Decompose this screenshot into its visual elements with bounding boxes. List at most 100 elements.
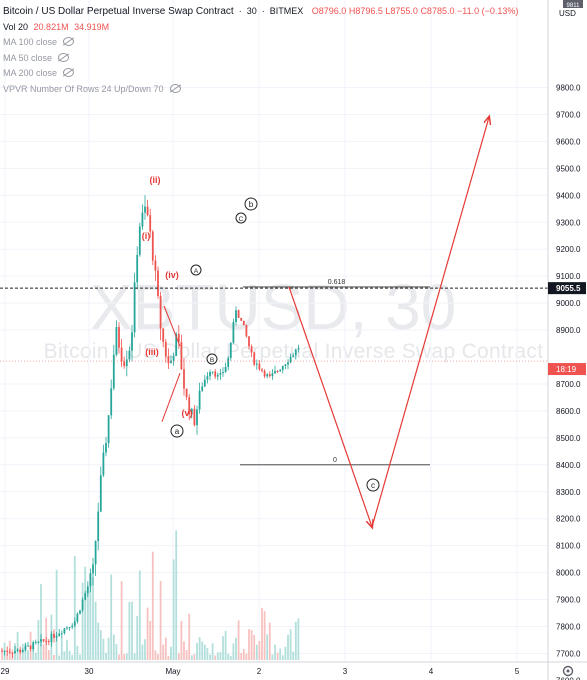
volume-bar xyxy=(105,652,107,660)
symbol-row[interactable]: Bitcoin / US Dollar Perpetual Inverse Sw… xyxy=(3,4,518,20)
candle-body xyxy=(263,370,266,377)
price-tick: 8700.0 xyxy=(556,380,581,389)
wave-labels: (i) (ii) (iii) (iv) (v)a A B Cb c xyxy=(142,175,380,492)
candle-body xyxy=(34,642,37,644)
candle-body xyxy=(27,645,29,647)
candle-body xyxy=(131,332,133,351)
candle-body xyxy=(107,415,110,444)
price-tick: 8600.0 xyxy=(556,407,581,416)
wave-label-circle xyxy=(235,212,247,224)
hidden-eye-icon[interactable] xyxy=(63,68,75,77)
volume-bar xyxy=(242,648,245,660)
low-value: L8755.0 xyxy=(385,6,418,16)
interval-label[interactable]: 30 xyxy=(246,6,257,16)
candle-body xyxy=(284,364,287,366)
candle-body xyxy=(120,347,123,362)
price-axis[interactable]: 9800.0 9700.0 9600.0 9500.0 9400.0 9300.0 9200… xyxy=(547,0,587,680)
volume-bar xyxy=(292,651,295,660)
candle-body xyxy=(268,374,271,377)
candle-body xyxy=(118,327,120,348)
volume-bar xyxy=(1,650,3,660)
volume-bar xyxy=(203,644,206,660)
wave-label: a xyxy=(175,427,180,436)
candle-body xyxy=(94,541,97,565)
volume-bar xyxy=(81,582,84,660)
candle-body xyxy=(55,635,58,638)
candle-body xyxy=(89,573,92,587)
indicator-ma200[interactable]: MA 200 close xyxy=(3,66,518,82)
volume-bar xyxy=(27,650,29,660)
volume-row[interactable]: Vol 20 20.821M 34.919M xyxy=(3,20,518,36)
hidden-eye-icon[interactable] xyxy=(63,37,75,46)
volume-bar xyxy=(281,655,284,660)
candle-body xyxy=(211,371,214,373)
top-price-badge-text: 9811 xyxy=(567,3,581,9)
volume-value: 20.821M xyxy=(33,21,69,32)
candle-body xyxy=(227,357,230,368)
volume-bar xyxy=(209,654,211,660)
volume-bar xyxy=(268,622,271,660)
volume-bar xyxy=(276,652,279,660)
hidden-eye-icon[interactable] xyxy=(58,52,70,62)
candle-body xyxy=(19,649,22,653)
price-levels[interactable]: 0.618 0 xyxy=(0,279,548,466)
symbol-title[interactable]: Bitcoin / US Dollar Perpetual Inverse Sw… xyxy=(3,6,234,17)
candle-body xyxy=(266,374,269,377)
volume-bar xyxy=(162,644,165,660)
time-axis[interactable]: 29 30 May 2 3 4 5 xyxy=(0,661,587,677)
indicator-ma50[interactable]: MA 50 close xyxy=(3,51,518,67)
candle-body xyxy=(167,356,170,364)
candle-body xyxy=(245,325,248,337)
time-tick: 2 xyxy=(257,667,262,676)
candle-body xyxy=(8,652,11,654)
volume-bar xyxy=(175,530,178,660)
price-tick: 9800.0 xyxy=(556,84,581,93)
price-tick: 9000.0 xyxy=(556,299,581,308)
candle-body xyxy=(76,613,79,622)
volume-ma-value: 34.919M xyxy=(74,21,110,32)
indicator-label: MA 50 close xyxy=(3,52,53,63)
wave-label: b xyxy=(249,200,254,209)
hidden-eye-icon[interactable] xyxy=(169,83,181,93)
wave-label: C xyxy=(239,216,244,223)
volume-bar xyxy=(289,629,292,660)
wave-projection[interactable] xyxy=(161,117,489,527)
volume-bar xyxy=(40,584,42,660)
candle-body xyxy=(159,295,162,329)
time-tick: May xyxy=(165,667,180,676)
candle-body xyxy=(185,388,188,398)
candle-body xyxy=(224,367,227,373)
volume-bar xyxy=(214,655,217,660)
candle-body xyxy=(175,333,178,357)
price-tick: 8500.0 xyxy=(556,434,581,443)
candle-body xyxy=(294,349,297,356)
wave-label-circle xyxy=(170,424,184,438)
candle-body xyxy=(274,370,276,374)
wave-label-circle xyxy=(206,353,218,365)
volume-bar xyxy=(224,630,227,660)
level-price-tag xyxy=(548,282,586,295)
wave-label-circle xyxy=(190,264,202,276)
volume-bar xyxy=(253,634,256,660)
volume-bar xyxy=(149,620,152,660)
volume-bar xyxy=(250,630,253,660)
indicator-vpvr[interactable]: VPVR Number Of Rows 24 Up/Down 70 xyxy=(3,82,518,98)
settings-gear-icon[interactable] xyxy=(562,665,574,677)
exchange-label: BITMEX xyxy=(269,6,304,16)
projection-leg-up xyxy=(371,117,489,527)
candle-body xyxy=(125,359,128,367)
volume-bar xyxy=(177,653,180,660)
volume-bar xyxy=(222,636,224,660)
candle-body xyxy=(133,282,136,333)
volume-bar xyxy=(154,650,157,660)
volume-label: Vol 20 xyxy=(3,21,29,32)
indicator-label: MA 100 close xyxy=(3,37,58,47)
candle-body xyxy=(68,627,71,629)
volume-bar xyxy=(89,573,92,660)
candle-body xyxy=(297,348,300,350)
candle-body xyxy=(237,310,240,318)
price-tick: 9400.0 xyxy=(556,191,581,200)
indicator-ma100[interactable]: MA 100 close xyxy=(3,35,518,51)
volume-bar xyxy=(86,589,89,660)
